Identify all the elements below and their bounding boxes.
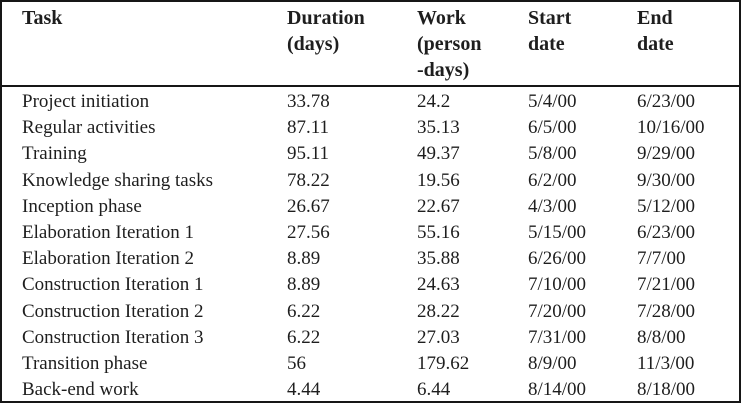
cell-duration_days: 8.89 (287, 248, 321, 270)
cell-start_date: 6/2/00 (528, 169, 577, 191)
cell-start_date: 4/3/00 (528, 195, 577, 217)
cell-duration_days: 6.22 (287, 326, 321, 348)
cell-work_person_days: 49.37 (417, 143, 460, 165)
table-row: Inception phase 26.67 22.67 4/3/00 5/12/00 (2, 194, 739, 220)
table-row: Training 95.11 49.37 5/8/00 9/29/00 (2, 141, 739, 167)
cell-task: Construction Iteration 1 (22, 274, 204, 296)
cell-work_person_days: 22.67 (417, 195, 460, 217)
cell-task: Knowledge sharing tasks (22, 169, 214, 191)
cell-duration_days: 8.89 (287, 274, 321, 296)
column-header-work: Work (person -days) (417, 2, 528, 87)
cell-duration_days: 27.56 (287, 222, 330, 244)
column-header-start: Start date (528, 2, 637, 87)
cell-task: Elaboration Iteration 2 (22, 248, 194, 270)
cell-end_date: 10/16/00 (637, 117, 705, 139)
cell-work_person_days: 28.22 (417, 300, 460, 322)
column-header-duration: Duration (days) (287, 2, 417, 87)
cell-duration_days: 56 (287, 353, 306, 375)
cell-start_date: 5/4/00 (528, 91, 577, 112)
cell-start_date: 5/8/00 (528, 143, 577, 165)
cell-task: Elaboration Iteration 1 (22, 222, 194, 244)
cell-task: Construction Iteration 3 (22, 326, 204, 348)
cell-task: Project initiation (22, 91, 150, 112)
table-row: Construction Iteration 3 6.22 27.03 7/31/00… (2, 325, 739, 351)
table-row: Elaboration Iteration 2 8.89 35.88 6/26/00 7… (2, 246, 739, 272)
cell-work_person_days: 24.63 (417, 274, 460, 296)
table-row: Construction Iteration 1 8.89 24.63 7/10/00… (2, 272, 739, 298)
cell-duration_days: 33.78 (287, 91, 330, 112)
cell-end_date: 7/21/00 (637, 274, 696, 296)
table-header: Task Duration (days) Work (person -days)… (2, 2, 739, 87)
cell-end_date: 6/23/00 (637, 91, 696, 112)
cell-start_date: 5/15/00 (528, 222, 587, 244)
cell-start_date: 8/9/00 (528, 353, 577, 375)
cell-start_date: 8/14/00 (528, 379, 587, 401)
cell-task: Construction Iteration 2 (22, 300, 204, 322)
table-row: Transition phase 56 179.62 8/9/00 11/3/00 (2, 351, 739, 377)
cell-end_date: 11/3/00 (637, 353, 695, 375)
table-row: Regular activities 87.11 35.13 6/5/00 10/16/… (2, 115, 739, 141)
cell-start_date: 6/26/00 (528, 248, 587, 270)
cell-work_person_days: 35.88 (417, 248, 460, 270)
cell-start_date: 7/20/00 (528, 300, 587, 322)
cell-start_date: 6/5/00 (528, 117, 577, 139)
column-header-task: Task (2, 2, 287, 87)
cell-end_date: 8/18/00 (637, 379, 696, 401)
cell-end_date: 9/30/00 (637, 169, 696, 191)
table-row: Elaboration Iteration 1 27.56 55.16 5/15/00… (2, 220, 739, 246)
cell-work_person_days: 35.13 (417, 117, 460, 139)
cell-task: Back-end work (22, 379, 139, 401)
table-row: Construction Iteration 2 6.22 28.22 7/20/00… (2, 299, 739, 325)
cell-start_date: 7/10/00 (528, 274, 587, 296)
cell-start_date: 7/31/00 (528, 326, 587, 348)
column-header-end: End date (637, 2, 739, 87)
cell-task: Training (22, 143, 87, 165)
table-row: Back-end work 4.44 6.44 8/14/00 8/18/00 (2, 377, 739, 403)
cell-duration_days: 95.11 (287, 143, 330, 165)
cell-duration_days: 87.11 (287, 117, 330, 139)
cell-task: Inception phase (22, 195, 142, 217)
table-body: Project initiation 33.78 24.2 5/4/00 6/23/00… (2, 86, 739, 403)
cell-end_date: 8/8/00 (637, 326, 686, 348)
cell-work_person_days: 55.16 (417, 222, 460, 244)
table-row: Knowledge sharing tasks 78.22 19.56 6/2/00 9… (2, 168, 739, 194)
cell-work_person_days: 27.03 (417, 326, 460, 348)
cell-duration_days: 6.22 (287, 300, 321, 322)
cell-end_date: 9/29/00 (637, 143, 696, 165)
cell-work_person_days: 179.62 (417, 353, 470, 375)
cell-duration_days: 4.44 (287, 379, 321, 401)
cell-task: Transition phase (22, 353, 148, 375)
cell-work_person_days: 6.44 (417, 379, 451, 401)
cell-task: Regular activities (22, 117, 156, 139)
cell-end_date: 5/12/00 (637, 195, 696, 217)
cell-end_date: 6/23/00 (637, 222, 696, 244)
cell-work_person_days: 19.56 (417, 169, 460, 191)
cell-end_date: 7/28/00 (637, 300, 696, 322)
cell-duration_days: 78.22 (287, 169, 330, 191)
cell-work_person_days: 24.2 (417, 91, 451, 112)
table-row: Project initiation 33.78 24.2 5/4/00 6/23/00 (2, 86, 739, 115)
cell-end_date: 7/7/00 (637, 248, 686, 270)
cell-duration_days: 26.67 (287, 195, 330, 217)
header-row: Task Duration (days) Work (person -days)… (2, 2, 739, 87)
